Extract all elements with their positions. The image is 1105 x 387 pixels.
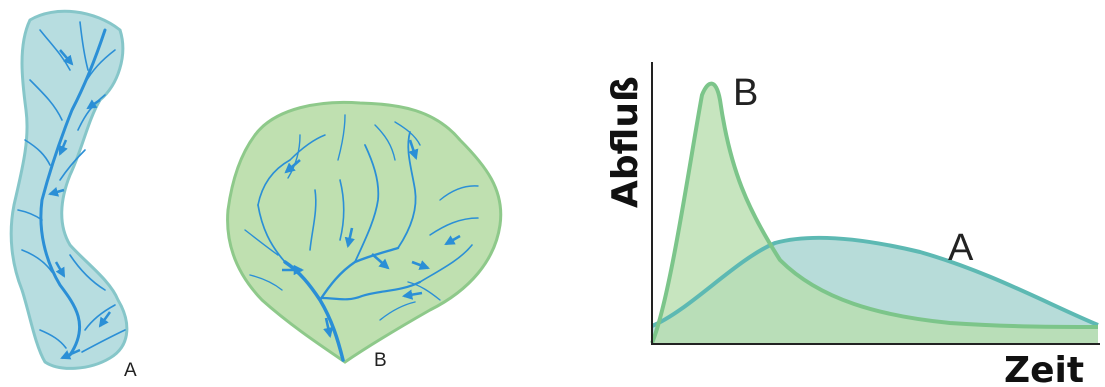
basin-a: A	[9, 9, 137, 381]
curve-a-line	[651, 235, 1099, 328]
curve-b-area	[652, 83, 1098, 343]
basin-a-label: A	[124, 360, 137, 381]
curve-b-label: B	[733, 72, 758, 114]
curve-b-line	[650, 81, 1099, 344]
y-axis-label: Abfluß	[605, 76, 646, 208]
basin-b-flow-arrows	[282, 139, 461, 339]
curve-a-label: A	[948, 227, 974, 269]
basin-b-outline	[226, 100, 503, 364]
x-axis-label: Zeit	[1004, 350, 1084, 387]
basin-b: B	[226, 100, 503, 371]
basin-b-label: B	[374, 350, 387, 371]
basin-a-river-network	[17, 21, 126, 357]
basin-a-flow-arrows	[48, 49, 112, 360]
hydrograph: B A Abfluß Zeit	[605, 62, 1100, 387]
